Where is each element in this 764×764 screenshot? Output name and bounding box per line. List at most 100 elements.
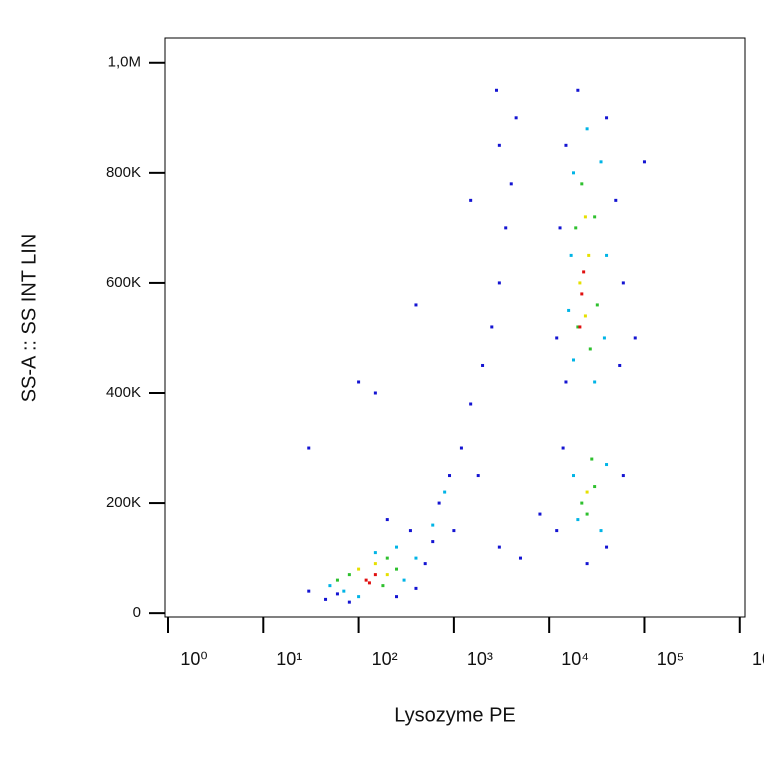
point [585, 490, 589, 494]
y-axis-label: SS-A :: SS INT LIN [18, 234, 40, 403]
point [395, 595, 399, 599]
point [538, 512, 542, 516]
point [590, 457, 594, 461]
point [593, 380, 597, 384]
point [582, 270, 586, 274]
point [605, 116, 609, 120]
point [381, 584, 385, 588]
y-tick-label: 200K [106, 494, 141, 511]
point [578, 281, 582, 285]
point [494, 88, 498, 92]
point [385, 556, 389, 560]
point [555, 529, 559, 533]
point [364, 578, 368, 582]
point [621, 474, 625, 478]
plot-frame [164, 37, 746, 618]
point [558, 226, 562, 230]
point [595, 303, 599, 307]
point [402, 578, 406, 582]
point [357, 567, 361, 571]
point [324, 597, 328, 601]
x-axis-label: Lysozyme PE [394, 704, 516, 726]
point [578, 325, 582, 329]
point [621, 281, 625, 285]
point [347, 600, 351, 604]
point [504, 226, 508, 230]
point [518, 556, 522, 560]
point [588, 347, 592, 351]
x-tick-label: 10¹ [276, 649, 302, 669]
point [335, 592, 339, 596]
point [580, 182, 584, 186]
point [497, 281, 501, 285]
point [599, 529, 603, 533]
point [561, 446, 565, 450]
x-tick-label: 10⁰ [180, 649, 207, 669]
point [414, 586, 418, 590]
point [602, 336, 606, 340]
point [564, 143, 568, 147]
point [633, 336, 637, 340]
point [448, 474, 452, 478]
point [307, 446, 311, 450]
point [385, 573, 389, 577]
point [414, 556, 418, 560]
point [585, 127, 589, 131]
point [605, 463, 609, 467]
point [373, 551, 377, 555]
point [373, 562, 377, 566]
point [328, 584, 332, 588]
y-tick-label: 0 [133, 604, 141, 621]
x-tick-label: 10⁴ [561, 649, 589, 669]
point [342, 589, 346, 593]
point [514, 116, 518, 120]
point [576, 325, 580, 329]
point [571, 358, 575, 362]
point [583, 314, 587, 318]
point [593, 215, 597, 219]
point [587, 253, 591, 257]
y-tick-label: 400K [106, 384, 141, 401]
point [469, 402, 473, 406]
point [555, 336, 559, 340]
point [481, 363, 485, 367]
point [423, 562, 427, 566]
x-tick-label: 10² [372, 649, 398, 669]
point [476, 474, 480, 478]
point [414, 303, 418, 307]
point [357, 380, 361, 384]
x-tick-label: 10⁵ [657, 649, 684, 669]
y-tick-label: 800K [106, 164, 141, 181]
y-tick-label: 600K [106, 274, 141, 291]
point [605, 545, 609, 549]
point [574, 226, 578, 230]
point [580, 501, 584, 505]
point [335, 578, 339, 582]
point [585, 562, 589, 566]
point [395, 545, 399, 549]
point [614, 198, 618, 202]
point [618, 363, 622, 367]
point [576, 88, 580, 92]
point [599, 160, 603, 164]
point [307, 589, 311, 593]
point [497, 143, 501, 147]
point [357, 595, 361, 599]
point [569, 253, 573, 257]
point [367, 581, 371, 585]
point [469, 198, 473, 202]
point [509, 182, 513, 186]
point [373, 391, 377, 395]
point [490, 325, 494, 329]
point [585, 512, 589, 516]
point [576, 518, 580, 522]
point [459, 446, 463, 450]
point [567, 308, 571, 312]
point [497, 545, 501, 549]
point [580, 292, 584, 296]
point [564, 380, 568, 384]
point [437, 501, 441, 505]
x-tick-label: 10³ [467, 649, 493, 669]
point [642, 160, 646, 164]
